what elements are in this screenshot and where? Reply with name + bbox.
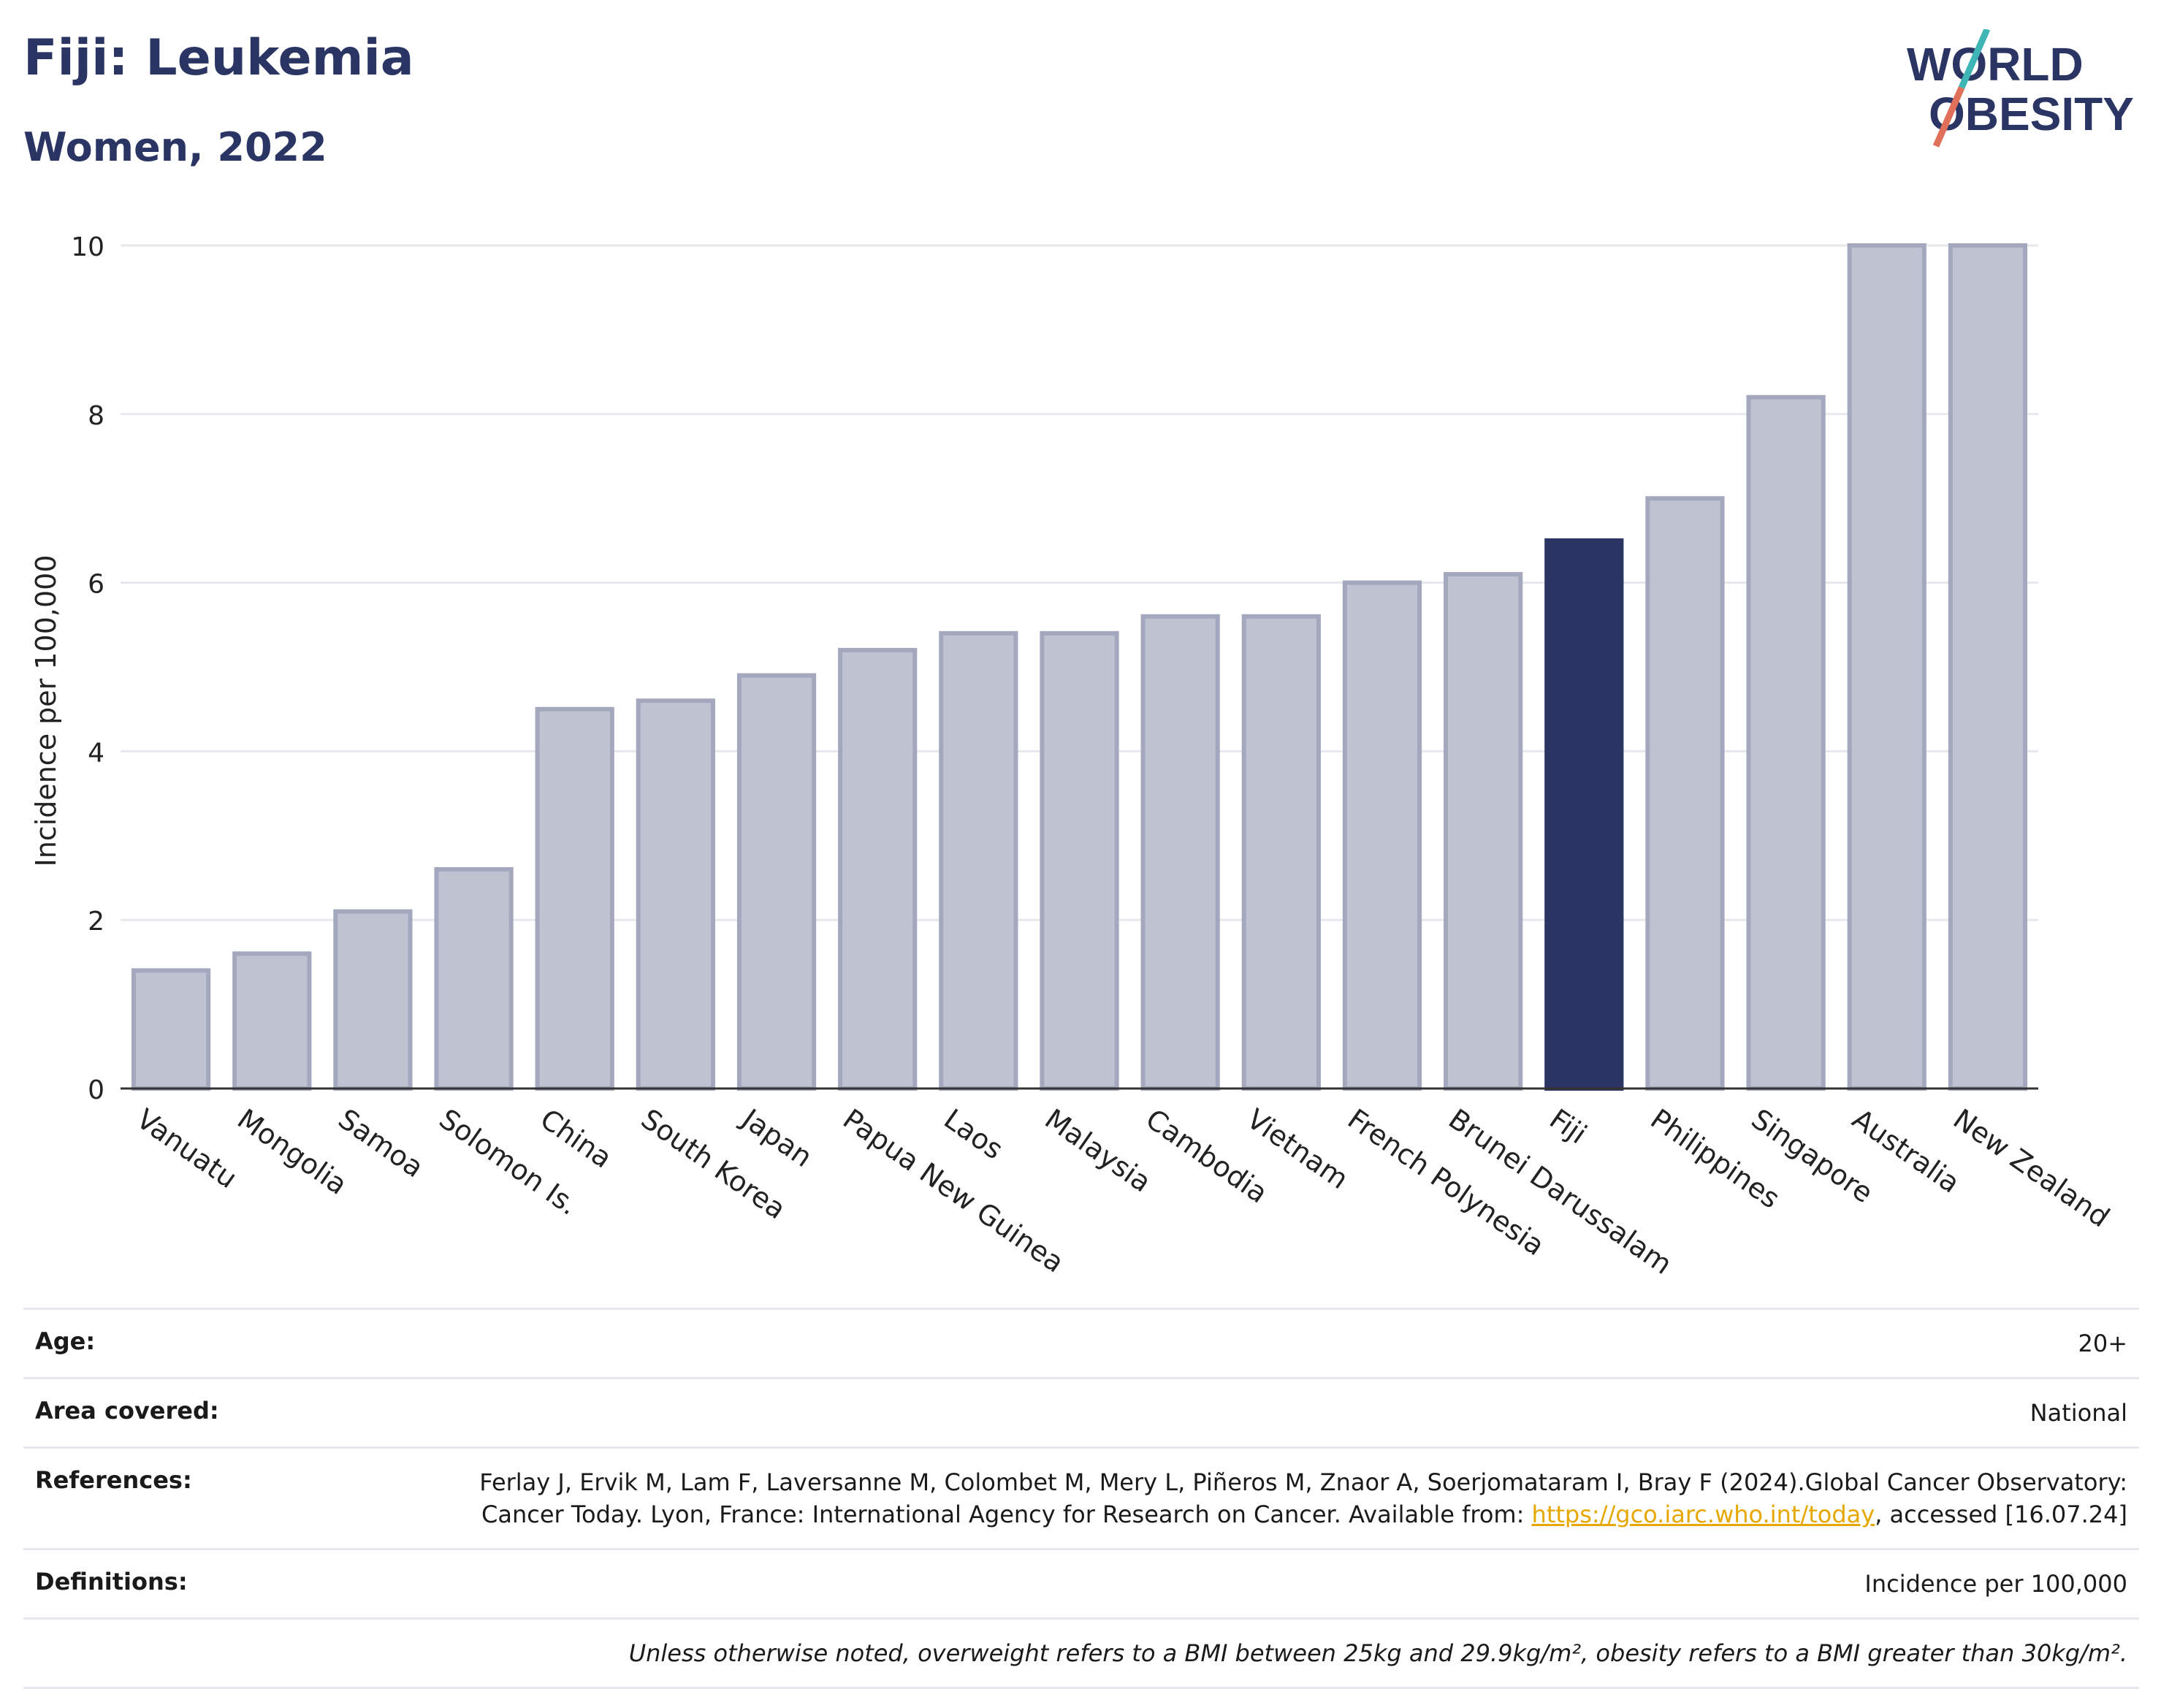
references-tail: , accessed [16.07.24]: [1875, 1501, 2127, 1528]
references-label: References:: [35, 1466, 192, 1494]
bar-french-polynesia: [1342, 580, 1422, 1091]
page-subtitle: Women, 2022: [23, 124, 327, 170]
bar-vanuatu: [131, 968, 211, 1091]
world-obesity-logo: WORLD OBESITY: [1907, 29, 2134, 148]
x-tick-label: Malaysia: [1039, 1102, 1156, 1198]
bar-laos: [939, 630, 1018, 1091]
info-row-age: Age: 20+: [23, 1308, 2139, 1377]
y-tick-label: 0: [88, 1075, 104, 1105]
area-value: National: [2029, 1399, 2127, 1427]
logo-line2: OBESITY: [1929, 88, 2134, 140]
info-row-references: References: Ferlay J, Ervik M, Lam F, La…: [23, 1446, 2139, 1548]
x-tick-label: New Zealand: [1948, 1102, 2116, 1233]
bar-south-korea: [636, 698, 715, 1091]
bar-papua-new-guinea: [838, 647, 918, 1091]
y-axis-label: Incidence per 100,000: [30, 554, 62, 866]
age-value: 20+: [2078, 1330, 2127, 1357]
info-row-definitions: Definitions: Incidence per 100,000: [23, 1548, 2139, 1617]
info-row-area: Area covered: National: [23, 1377, 2139, 1446]
bmi-note: Unless otherwise noted, overweight refer…: [628, 1639, 2127, 1667]
bar-samoa: [333, 909, 413, 1091]
bar-australia: [1847, 243, 1926, 1091]
logo-slash-bottom: [1932, 86, 1965, 148]
bar-brunei-darussalam: [1444, 572, 1523, 1091]
y-tick-label: 2: [88, 907, 104, 937]
bar-japan: [736, 673, 817, 1091]
info-table: Age: 20+ Area covered: National Referenc…: [23, 1308, 2139, 1689]
y-tick-label: 6: [88, 570, 104, 600]
definitions-label: Definitions:: [35, 1568, 188, 1595]
bar-mongolia: [232, 951, 312, 1091]
x-tick-label: Laos: [938, 1102, 1009, 1165]
bar-solomon-is-: [434, 866, 514, 1091]
y-tick-label: 8: [88, 401, 104, 431]
x-tick-label: China: [535, 1102, 618, 1174]
bar-chart: 0 2 4 6 8 10 Incidence per 100,000 VanuatuMongo…: [30, 232, 2116, 1281]
y-tick-label: 4: [88, 738, 104, 768]
area-label: Area covered:: [35, 1397, 219, 1425]
references-text: Ferlay J, Ervik M, Lam F, Laversanne M, …: [479, 1468, 2127, 1528]
references-value: Ferlay J, Ervik M, Lam F, Laversanne M, …: [447, 1466, 2127, 1530]
x-tick-label: Fiji: [1544, 1102, 1593, 1150]
logo-slash-top: [1958, 29, 1991, 89]
logo-line1: WORLD: [1907, 38, 2084, 91]
bar-philippines: [1645, 496, 1725, 1091]
x-tick-label: Vanuatu: [131, 1102, 243, 1194]
bar-vietnam: [1241, 614, 1321, 1091]
age-label: Age:: [35, 1327, 96, 1355]
bar-new-zealand: [1948, 243, 2028, 1091]
info-row-note: Unless otherwise noted, overweight refer…: [23, 1617, 2139, 1689]
bar-malaysia: [1040, 630, 1119, 1091]
x-tick-label: Mongolia: [232, 1102, 353, 1201]
bar-china: [535, 706, 614, 1091]
bar-fiji: [1544, 538, 1624, 1091]
x-tick-label: Japan: [735, 1102, 818, 1173]
bar-singapore: [1746, 394, 1826, 1091]
definitions-value: Incidence per 100,000: [1864, 1570, 2127, 1598]
references-link[interactable]: https://gco.iarc.who.int/today: [1531, 1501, 1875, 1528]
y-tick-label: 10: [71, 232, 104, 262]
bar-cambodia: [1140, 614, 1220, 1091]
page-title: Fiji: Leukemia: [23, 29, 414, 87]
